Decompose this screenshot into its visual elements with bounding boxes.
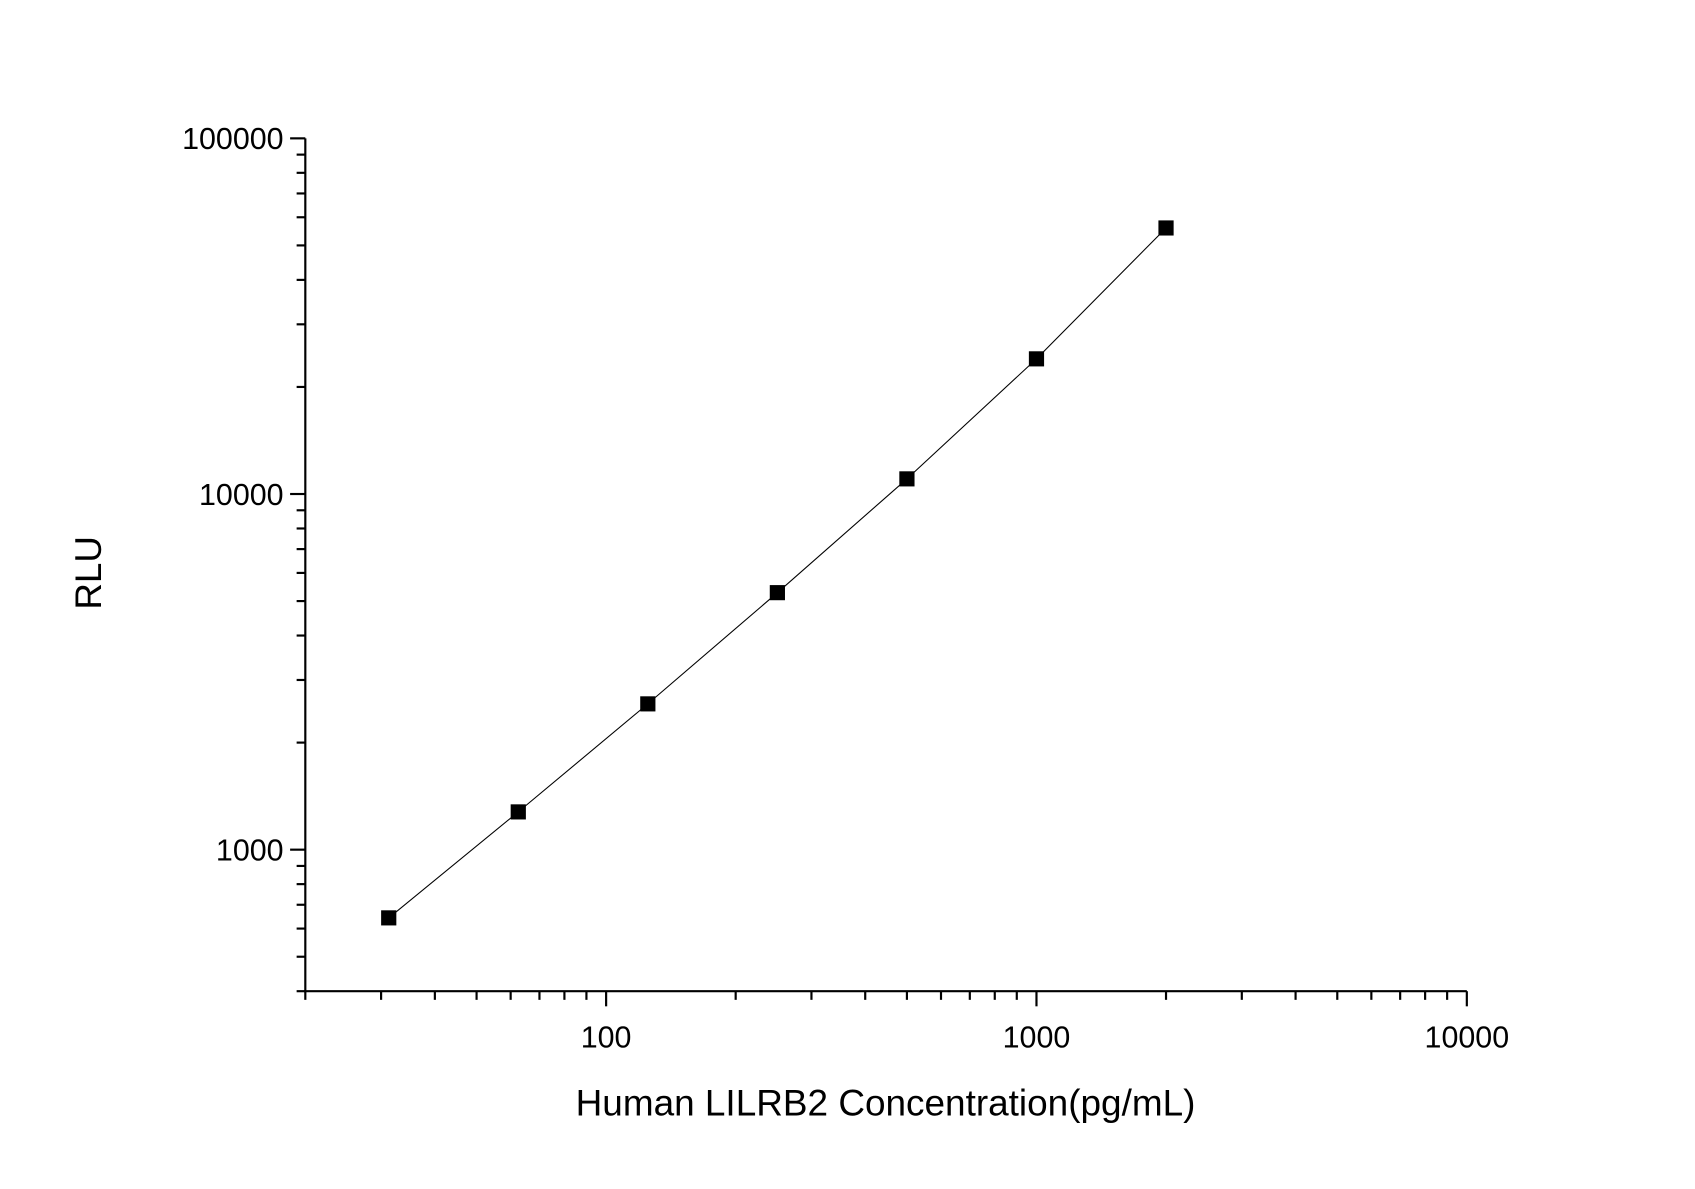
data-point-marker bbox=[640, 696, 656, 712]
y-tick-label: 1000 bbox=[216, 835, 284, 868]
series bbox=[381, 220, 1174, 926]
data-point-marker bbox=[510, 804, 526, 820]
x-tick-label: 1000 bbox=[1003, 1021, 1071, 1054]
y-tick-label: 10000 bbox=[199, 479, 284, 512]
y-axis-label: RLU bbox=[68, 536, 109, 609]
x-tick-label: 100 bbox=[581, 1021, 632, 1054]
x-axis-label: Human LILRB2 Concentration(pg/mL) bbox=[576, 1083, 1196, 1124]
data-point-marker bbox=[899, 471, 915, 487]
ticks: 100 1000 10000 1000 10000 100000 bbox=[182, 123, 1509, 1054]
data-point-marker bbox=[1158, 220, 1174, 236]
y-tick-label: 100000 bbox=[182, 123, 283, 156]
x-tick-label: 10000 bbox=[1425, 1021, 1510, 1054]
data-point-marker bbox=[769, 585, 785, 601]
data-point-marker bbox=[1028, 351, 1045, 367]
axes bbox=[304, 138, 1467, 993]
data-point-marker bbox=[381, 910, 397, 926]
fit-curve-line bbox=[388, 227, 1167, 919]
